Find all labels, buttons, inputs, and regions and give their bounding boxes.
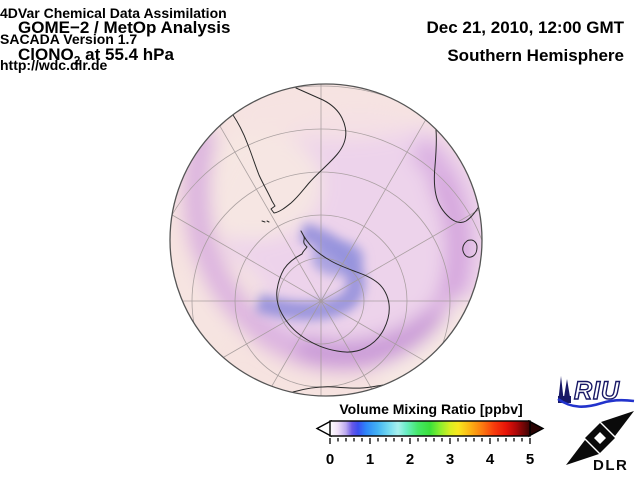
colorbar-tick-label: 2	[406, 451, 414, 468]
credit-line-assimilation: 4DVar Chemical Data Assimilation	[0, 5, 227, 21]
colorbar-tick-label: 5	[526, 451, 534, 468]
credit-line-url: http://wdc.dlr.de	[0, 57, 108, 73]
colorbar-title: Volume Mixing Ratio [ppbv]	[339, 401, 523, 417]
colorbar-tick-label: 1	[366, 451, 374, 468]
riu-swoosh	[557, 397, 635, 408]
coastline-antarctica	[276, 230, 390, 353]
dlr-logo: DLR	[566, 411, 634, 474]
colorbar-ticks	[329, 438, 531, 444]
colorbar: 0 1 2 3 4 5	[315, 420, 545, 468]
datetime-label: Dec 21, 2010, 12:00 GMT	[426, 18, 624, 37]
colorbar-tick-label: 3	[446, 451, 454, 468]
page-title: GOME−2 / MetOp Analysis	[18, 18, 231, 37]
coastline-south-america	[217, 87, 347, 214]
region-label: Southern Hemisphere	[447, 46, 624, 65]
colorbar-block: Volume Mixing Ratio [ppbv]	[314, 401, 548, 470]
colorbar-right-arrow	[528, 420, 545, 438]
dlr-emblem-icon	[566, 411, 634, 465]
clono2-data-field	[170, 84, 482, 391]
subscript: 2	[73, 53, 81, 68]
title-block: GOME−2 / MetOp Analysis ClONO2 at 55.4 h…	[18, 14, 230, 74]
cathedral-icon	[558, 376, 571, 403]
credits-block: 4DVar Chemical Data Assimilation SACADA …	[0, 0, 640, 78]
dlr-label: DLR	[593, 457, 628, 474]
coastline-falklands	[261, 220, 270, 223]
colorbar-tick-label: 0	[326, 451, 334, 468]
credit-line-version: SACADA Version 1.7	[0, 31, 138, 47]
coastline-madagascar	[462, 239, 478, 258]
globe-rim	[169, 83, 483, 397]
page-subtitle: ClONO2 at 55.4 hPa	[18, 45, 174, 68]
datetime-block: Dec 21, 2010, 12:00 GMT Southern Hemisph…	[426, 14, 624, 70]
colorbar-gradient-bar	[329, 420, 531, 437]
colorbar-tick-label: 4	[486, 451, 495, 468]
riu-logo: RIU	[557, 376, 635, 408]
globe-map	[169, 83, 483, 397]
colorbar-left-arrow	[315, 420, 332, 438]
